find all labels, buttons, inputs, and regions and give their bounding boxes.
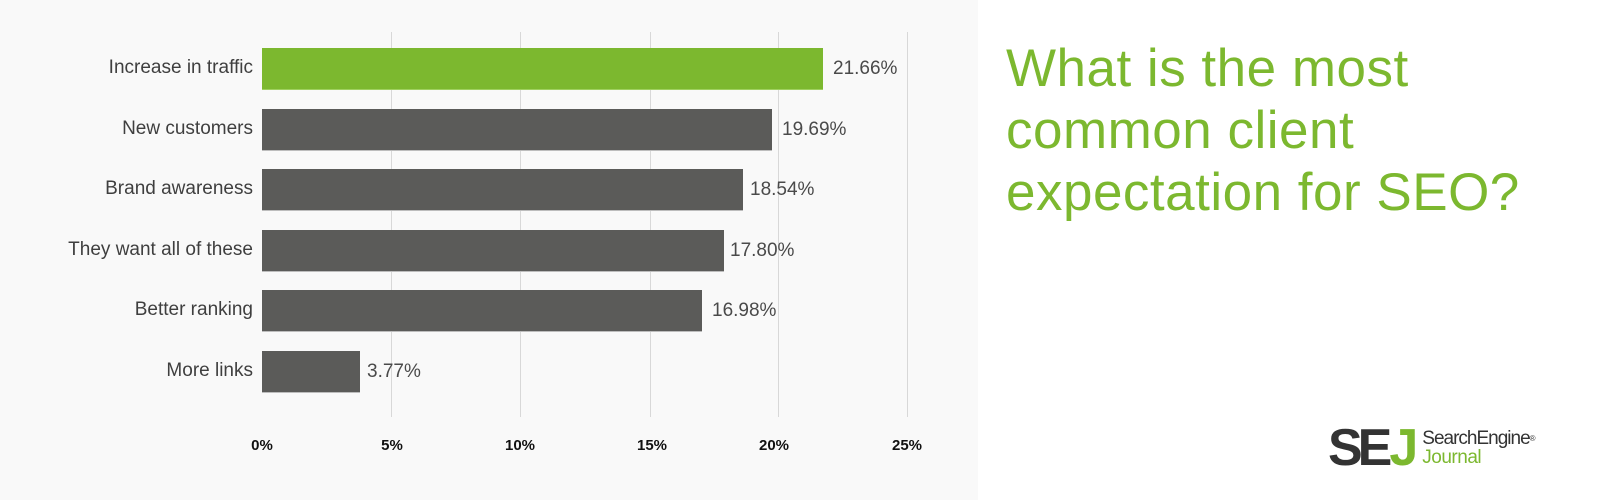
logo-mark-j: J [1389, 419, 1418, 477]
x-tick-label: 25% [891, 437, 923, 454]
bar-value-label: 19.69% [782, 119, 847, 140]
chart-title-line: expectation for SEO? [1006, 163, 1520, 222]
chart-title-line: common client [1006, 101, 1355, 160]
gridline [907, 32, 908, 417]
bar-value-label: 17.80% [730, 240, 795, 261]
bar-value-label: 18.54% [750, 179, 815, 200]
bar-new-customers[interactable] [262, 109, 772, 151]
category-label: Brand awareness [105, 178, 253, 199]
x-tick-label: 15% [636, 437, 668, 454]
chart-title-line: What is the most [1006, 39, 1409, 98]
logo-wordmark: SearchEngine® Journal [1422, 428, 1536, 468]
chart-title: What is the most common client expectati… [1006, 38, 1566, 224]
search-engine-journal-logo: SE J SearchEngine® Journal [1328, 419, 1536, 477]
x-tick-label: 10% [504, 437, 536, 454]
registered-mark-icon: ® [1529, 434, 1536, 443]
bar-value-label: 16.98% [712, 300, 777, 321]
bar-brand-awareness[interactable] [262, 169, 743, 211]
x-tick-label: 0% [251, 437, 273, 454]
plot-area: 21.66% 19.69% 18.54% 17.80% 16.98% 3.77% [262, 32, 908, 417]
bar-more-links[interactable] [262, 351, 360, 393]
gridline [650, 32, 651, 417]
bar-value-label: 21.66% [833, 58, 898, 79]
chart-panel: Increase in traffic New customers Brand … [0, 32, 923, 454]
category-label: More links [166, 360, 253, 381]
x-tick-label: 5% [381, 437, 403, 454]
bar-better-ranking[interactable] [262, 290, 702, 332]
category-label: Increase in traffic [108, 57, 253, 78]
category-label: Better ranking [134, 299, 253, 320]
bar-they-want-all-of-these[interactable] [262, 230, 724, 272]
logo-wordmark-line1: SearchEngine [1422, 428, 1530, 449]
category-label: New customers [122, 118, 253, 139]
category-label: They want all of these [68, 239, 253, 260]
logo-mark-se: SE [1328, 419, 1392, 477]
category-labels: Increase in traffic New customers Brand … [0, 32, 253, 417]
logo-wordmark-line2: Journal [1422, 447, 1482, 468]
x-tick-label: 20% [758, 437, 790, 454]
gridline [520, 32, 521, 417]
bar-value-label: 3.77% [367, 361, 421, 382]
gridline [391, 32, 392, 417]
right-panel [978, 0, 1600, 500]
gridline [778, 32, 779, 417]
bar-increase-in-traffic[interactable] [262, 48, 823, 90]
